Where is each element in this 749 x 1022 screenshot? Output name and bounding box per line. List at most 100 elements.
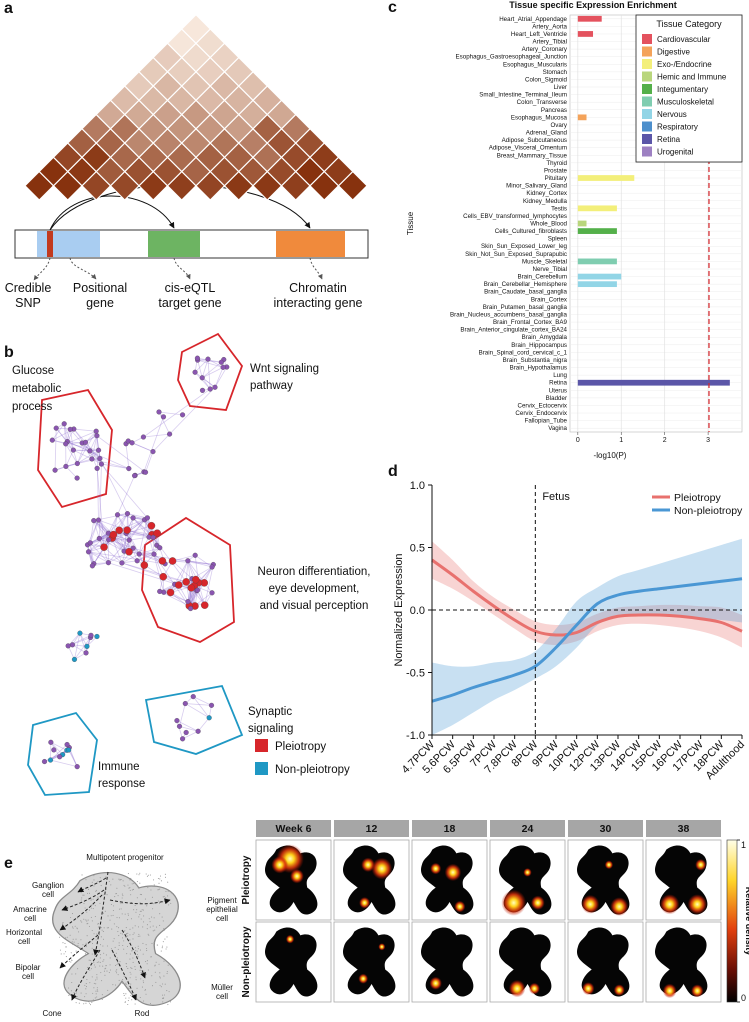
edge (89, 520, 95, 543)
bar (577, 205, 617, 212)
node (66, 747, 72, 753)
category-label: Nerve_Tibial (532, 266, 567, 273)
edge (93, 520, 109, 534)
edge (67, 441, 129, 469)
umap-dot (117, 948, 119, 950)
edge (158, 411, 183, 416)
umap-dot (62, 922, 64, 924)
umap-dot (140, 978, 142, 980)
node (82, 439, 89, 445)
umap-dot (77, 968, 79, 970)
edge (117, 514, 130, 541)
umap-dot (84, 984, 86, 986)
y-axis-label: Tissue (406, 211, 415, 235)
umap-dot (122, 902, 124, 904)
umap-dot (120, 908, 122, 910)
umap-dot (97, 896, 99, 898)
umap-dot (123, 884, 125, 886)
node (106, 537, 112, 543)
category-label: Brain_Amygdala (522, 334, 568, 341)
node (88, 632, 94, 638)
umap-dot (153, 917, 155, 919)
umap-dot (121, 897, 123, 899)
umap-dot (113, 905, 115, 907)
edge (159, 583, 175, 592)
category-label: Brain_Frontal_Cortex_BA9 (493, 319, 568, 326)
umap-dot (85, 993, 87, 995)
edge (152, 537, 155, 555)
umap-dot (139, 914, 141, 916)
umap-dot (125, 983, 127, 985)
edge (188, 582, 205, 607)
label-pointer (69, 257, 97, 280)
node (180, 412, 186, 418)
umap-dot (155, 926, 158, 928)
umap-dot (93, 875, 95, 877)
umap-dot (149, 926, 151, 928)
confidence-band (432, 538, 742, 735)
umap-dot (167, 964, 169, 966)
density-hotspot (604, 860, 614, 870)
umap-dot (127, 935, 129, 937)
node (85, 549, 92, 555)
umap-dot (136, 873, 138, 875)
umap-dot (129, 977, 131, 979)
umap-dot (130, 894, 132, 896)
umap-dot (129, 971, 131, 973)
cell-type-label-line: Bipolar (16, 963, 41, 972)
gene-label-line: cis-eQTL (165, 281, 216, 295)
edge (63, 423, 74, 451)
bar (577, 31, 594, 37)
umap-dot (127, 988, 129, 990)
node (185, 558, 191, 564)
umap-dot (102, 945, 104, 947)
node (188, 605, 194, 612)
edge (152, 433, 170, 452)
node (74, 460, 80, 467)
umap-dot (147, 887, 149, 889)
node (126, 537, 132, 543)
category-label: Esophagus_Mucosa (511, 114, 568, 121)
umap-dot (121, 893, 123, 895)
umap-dot (130, 973, 132, 975)
umap-dot (162, 920, 164, 922)
edge (198, 582, 206, 606)
umap-dot (151, 896, 153, 898)
node (69, 642, 76, 648)
umap-dot (130, 967, 132, 969)
umap-dot (87, 1001, 90, 1003)
umap-dot (146, 924, 148, 926)
umap-dot (136, 950, 138, 952)
week-label: 30 (600, 823, 612, 835)
umap-dot (116, 887, 118, 889)
category-label: Pituitary (545, 175, 568, 182)
umap-dot (133, 881, 135, 883)
umap-dot (145, 948, 148, 950)
category-label: Brain_Nucleus_accumbens_basal_ganglia (450, 311, 568, 318)
node (61, 421, 67, 427)
node (71, 656, 78, 662)
edge (103, 546, 123, 564)
umap-dot (154, 965, 156, 967)
umap-dot (95, 889, 97, 892)
density-hotspot (613, 984, 625, 996)
density-map (498, 845, 552, 916)
umap-dot (132, 888, 135, 890)
density-shape (420, 845, 474, 915)
node (67, 426, 73, 432)
umap-dot (157, 877, 159, 880)
umap-dot (96, 976, 98, 978)
edge (77, 449, 99, 464)
umap-dot (137, 926, 140, 928)
cell-type-label-line: Horizontal (6, 928, 42, 937)
umap-dot (133, 909, 135, 911)
edge (113, 534, 134, 549)
node (134, 558, 140, 564)
umap-dot (145, 960, 147, 963)
edge (88, 551, 109, 564)
umap-dot (161, 945, 163, 947)
legend-label: Pleiotropy (674, 492, 721, 504)
edge (128, 517, 134, 541)
week-label: 18 (444, 823, 456, 835)
umap-dot (135, 950, 137, 952)
